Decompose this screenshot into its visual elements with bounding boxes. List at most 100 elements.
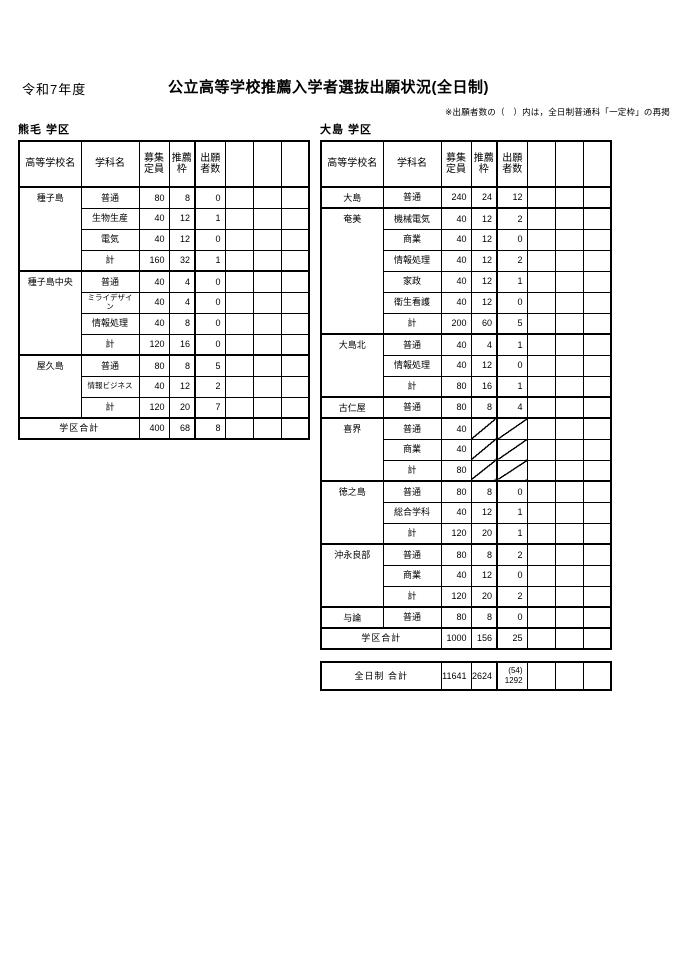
empty-cell — [554, 186, 584, 209]
empty-cell — [526, 249, 556, 272]
empty-cell — [582, 333, 612, 356]
capacity-cell: 120 — [440, 585, 472, 608]
applicants-cell: 0 — [194, 228, 226, 251]
department-cell: 情報処理 — [80, 312, 140, 335]
applicants-cell: 5 — [194, 354, 226, 377]
department-cell: 普通 — [80, 354, 140, 377]
empty-cell — [526, 312, 556, 335]
department-cell: 商業 — [382, 438, 442, 461]
grand-total-applicants-cell: (54) 1292 — [496, 661, 528, 691]
school-name-cell: 大島北 — [320, 333, 384, 398]
column-header-extra-2 — [252, 140, 282, 188]
capacity-cell: 80 — [440, 480, 472, 503]
applicants-cell: 0 — [194, 291, 226, 314]
empty-cell — [224, 417, 254, 440]
empty-cell — [224, 396, 254, 419]
school-name-cell: 種子島中央 — [18, 270, 82, 356]
applicants-cell: 2 — [496, 585, 528, 608]
table-row: 商業 40 — [321, 438, 612, 461]
empty-cell — [582, 354, 612, 377]
empty-cell — [526, 333, 556, 356]
empty-cell — [554, 606, 584, 629]
empty-cell — [224, 375, 254, 398]
empty-cell — [554, 249, 584, 272]
empty-cell — [224, 249, 254, 272]
applicants-cell: 2 — [496, 207, 528, 230]
applicants-cell: 7 — [194, 396, 226, 419]
capacity-cell: 40 — [440, 501, 472, 524]
empty-cell — [582, 459, 612, 482]
empty-cell — [280, 270, 310, 293]
applicants-cell: 1 — [496, 375, 528, 398]
quota-cell: 60 — [470, 312, 498, 335]
empty-cell — [582, 522, 612, 545]
quota-cell: 12 — [168, 375, 196, 398]
table-row: 情報処理 40 12 2 — [321, 249, 612, 272]
quota-cell: 12 — [470, 291, 498, 314]
quota-cell: 20 — [168, 396, 196, 419]
quota-cell: 12 — [470, 249, 498, 272]
quota-cell: 4 — [470, 333, 498, 356]
school-name-cell: 与論 — [320, 606, 384, 629]
empty-cell — [526, 270, 556, 293]
empty-cell — [280, 291, 310, 314]
district-total-row: 学区合計 400 68 8 — [18, 417, 310, 440]
empty-cell — [252, 354, 282, 377]
quota-cell: 8 — [168, 354, 196, 377]
empty-cell — [554, 459, 584, 482]
empty-cell — [526, 291, 556, 314]
empty-cell — [582, 480, 612, 503]
applicants-cell: 0 — [496, 606, 528, 629]
empty-cell — [582, 375, 612, 398]
column-header-applicants: 出願 者数 — [194, 140, 226, 188]
empty-cell — [280, 228, 310, 251]
empty-cell — [224, 354, 254, 377]
capacity-cell: 40 — [440, 249, 472, 272]
department-cell: 普通 — [382, 186, 442, 209]
quota-cell: 12 — [168, 228, 196, 251]
empty-cell — [582, 606, 612, 629]
empty-cell — [582, 396, 612, 419]
quota-cell: 12 — [470, 501, 498, 524]
empty-cell — [526, 396, 556, 419]
empty-cell — [554, 661, 584, 691]
diagonal-cell — [496, 459, 528, 482]
applicants-cell: 0 — [194, 186, 226, 209]
empty-cell — [554, 228, 584, 251]
district-total-applicants-cell: 8 — [194, 417, 226, 440]
applicants-cell: 0 — [496, 564, 528, 587]
empty-cell — [554, 291, 584, 314]
empty-cell — [582, 291, 612, 314]
empty-cell — [280, 396, 310, 419]
capacity-cell: 160 — [138, 249, 170, 272]
quota-cell: 12 — [470, 207, 498, 230]
empty-cell — [554, 207, 584, 230]
school-name-cell: 奄美 — [320, 207, 384, 335]
table-row: 計 120 20 2 — [321, 585, 612, 608]
empty-cell — [554, 480, 584, 503]
empty-cell — [280, 417, 310, 440]
column-header-school: 高等学校名 — [18, 140, 82, 188]
capacity-cell: 80 — [440, 543, 472, 566]
department-cell: 計 — [382, 522, 442, 545]
column-header-department: 学科名 — [382, 140, 442, 188]
applicants-cell: 1 — [496, 522, 528, 545]
capacity-cell: 120 — [138, 333, 170, 356]
table-row: 喜界 普通 40 — [320, 417, 612, 482]
district-label-oshima: 大島 学区 — [320, 124, 373, 136]
department-cell: 普通 — [80, 186, 140, 209]
empty-cell — [582, 249, 612, 272]
empty-cell — [526, 501, 556, 524]
empty-cell — [526, 480, 556, 503]
empty-cell — [280, 375, 310, 398]
department-cell: 計 — [382, 375, 442, 398]
capacity-cell: 40 — [138, 228, 170, 251]
column-header-extra-3 — [280, 140, 310, 188]
diagonal-cell — [470, 438, 498, 461]
column-header-capacity: 募集 定員 — [440, 140, 472, 188]
department-cell: 普通 — [382, 606, 442, 629]
table-row: 徳之島 普通 80 8 0 — [320, 480, 612, 545]
department-cell: 普通 — [382, 480, 442, 503]
table-row: 計 120 20 1 — [321, 522, 612, 545]
column-header-school: 高等学校名 — [320, 140, 384, 188]
